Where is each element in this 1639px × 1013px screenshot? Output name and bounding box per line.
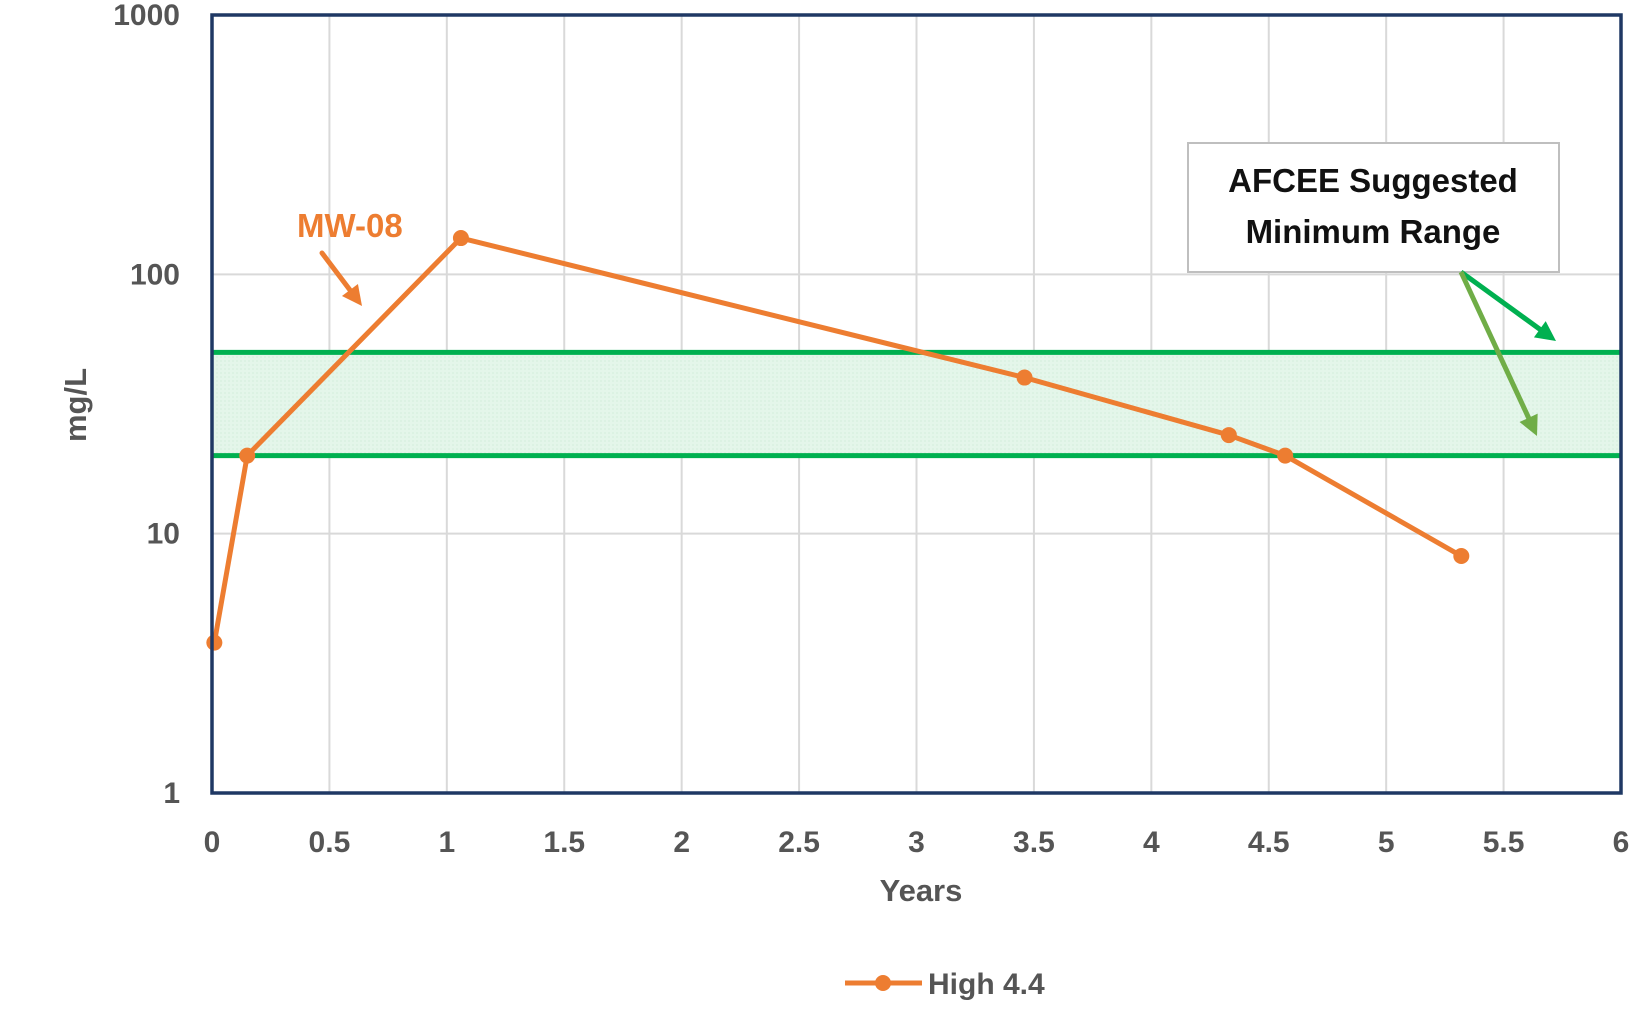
x-tick-label: 4 bbox=[1143, 826, 1160, 859]
x-axis-title: Years bbox=[880, 873, 963, 908]
y-axis-ticks: 1 10 100 1000 bbox=[113, 0, 180, 810]
y-tick-label: 10 bbox=[147, 518, 180, 551]
data-point bbox=[1453, 548, 1470, 565]
data-point bbox=[1220, 427, 1237, 444]
legend: High 4.4 bbox=[845, 968, 1045, 1001]
x-tick-label: 4.5 bbox=[1248, 826, 1290, 859]
series-annotation-arrow bbox=[319, 250, 358, 299]
x-tick-label: 5 bbox=[1378, 826, 1395, 859]
x-tick-label: 3 bbox=[908, 826, 925, 859]
callout-arrowhead-upper bbox=[1533, 321, 1556, 341]
series-annotation-label: MW-08 bbox=[297, 207, 403, 244]
plot-border bbox=[210, 13, 1623, 795]
data-point bbox=[1016, 369, 1033, 386]
range-band-fill bbox=[212, 352, 1621, 456]
callout-arrow-lower bbox=[1458, 270, 1535, 427]
callout-text-line1: AFCEE Suggested bbox=[1228, 162, 1518, 199]
series-annotation-arrowhead bbox=[341, 284, 362, 306]
callout-text-line2: Minimum Range bbox=[1246, 213, 1501, 250]
callout-arrowhead-lower bbox=[1519, 413, 1538, 436]
x-tick-label: 0.5 bbox=[309, 826, 351, 859]
x-tick-label: 5.5 bbox=[1483, 826, 1525, 859]
legend-point-marker bbox=[875, 975, 891, 991]
callout-box bbox=[1187, 142, 1560, 273]
y-tick-label: 1000 bbox=[113, 0, 180, 32]
legend-entry-high-4-4: High 4.4 bbox=[928, 968, 1045, 1001]
series-layer bbox=[206, 230, 1470, 651]
x-tick-label: 3.5 bbox=[1013, 826, 1055, 859]
callout-arrow-upper bbox=[1459, 269, 1548, 336]
x-tick-label: 1.5 bbox=[543, 826, 585, 859]
data-point bbox=[452, 230, 469, 247]
x-tick-label: 6 bbox=[1613, 826, 1630, 859]
y-axis-title: mg/L bbox=[58, 368, 93, 442]
data-point bbox=[239, 447, 256, 464]
x-tick-label: 2.5 bbox=[778, 826, 820, 859]
x-tick-label: 0 bbox=[204, 826, 221, 859]
y-tick-label: 100 bbox=[130, 258, 180, 291]
y-tick-label: 1 bbox=[163, 777, 180, 810]
x-axis-ticks: 0 0.5 1 1.5 2 2.5 3 3.5 4 4.5 5 5.5 6 bbox=[204, 826, 1630, 859]
x-tick-label: 2 bbox=[673, 826, 690, 859]
x-tick-label: 1 bbox=[438, 826, 455, 859]
data-point bbox=[1277, 447, 1294, 464]
data-point bbox=[206, 634, 223, 651]
